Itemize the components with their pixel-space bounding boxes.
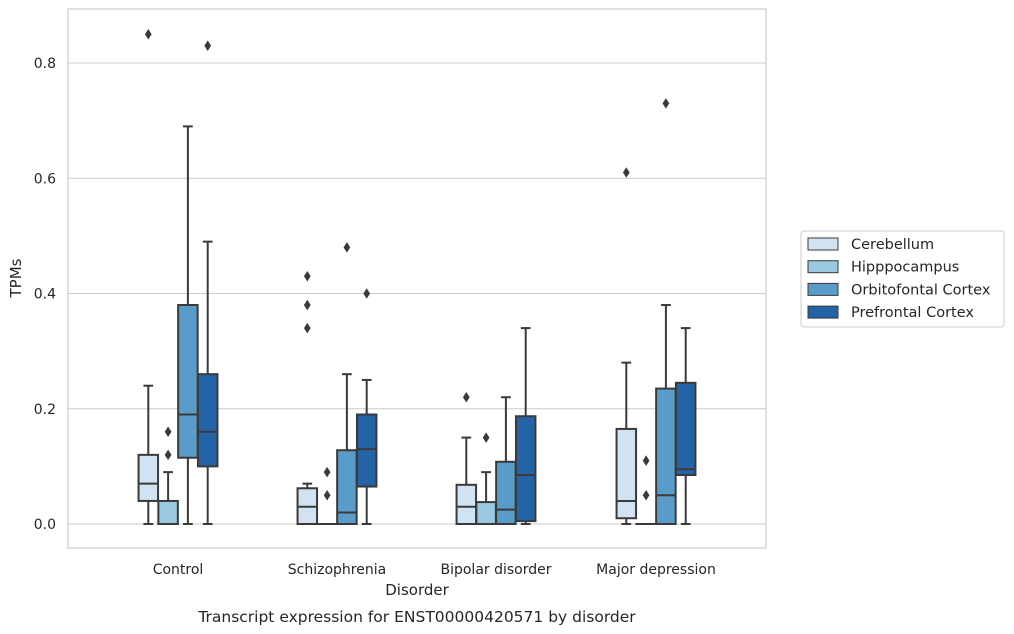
- legend-label: Orbitofontal Cortex: [851, 282, 991, 298]
- box-prefrontal-cortex: [196, 40, 219, 525]
- box-iqr: [655, 387, 677, 525]
- y-tick-label: 0.4: [34, 287, 56, 303]
- plot-frame: [67, 8, 767, 549]
- legend-swatch: [807, 260, 839, 274]
- boxes: [137, 28, 697, 526]
- box-hipppocampus: [316, 466, 338, 526]
- outlier-point: [323, 489, 331, 501]
- legend-box: [800, 230, 1005, 328]
- box-hipppocampus: [475, 432, 497, 526]
- box-orbitofontal-cortex: [336, 242, 358, 525]
- outlier-point: [662, 98, 670, 109]
- box-orbitofontal-cortex: [177, 125, 199, 525]
- legend-swatch: [807, 282, 839, 296]
- y-tick-label: 0.6: [34, 171, 56, 187]
- outlier-point: [482, 432, 490, 443]
- box-iqr: [157, 499, 179, 526]
- box-iqr: [355, 413, 378, 488]
- box-hipppocampus: [157, 426, 179, 526]
- box-iqr: [475, 501, 497, 526]
- outlier-point: [323, 466, 331, 478]
- legend-swatch: [807, 305, 839, 319]
- box-orbitofontal-cortex: [655, 98, 677, 525]
- legend-swatch: [807, 237, 839, 251]
- box-iqr: [137, 453, 160, 502]
- outlier-point: [164, 449, 172, 461]
- box-prefrontal-cortex: [355, 288, 378, 525]
- box-iqr: [674, 381, 697, 477]
- box-iqr: [615, 427, 638, 520]
- outlier-point: [642, 455, 650, 466]
- chart-caption: Transcript expression for ENST0000042057…: [197, 608, 636, 626]
- box-cerebellum: [615, 167, 638, 525]
- x-tick-label: Major depression: [596, 562, 716, 578]
- box-iqr: [455, 483, 478, 526]
- legend: Cerebellum Hipppocampus Orbitofontal Corte…: [800, 230, 1005, 328]
- box-cerebellum: [296, 270, 319, 525]
- legend-label: Hipppocampus: [851, 260, 959, 276]
- box-iqr: [177, 304, 199, 459]
- outlier-point: [303, 270, 311, 282]
- box-prefrontal-cortex: [514, 327, 537, 525]
- x-tick-label: Schizophrenia: [288, 562, 386, 578]
- x-tick-label: Bipolar disorder: [440, 562, 551, 578]
- outlier-point: [164, 426, 172, 438]
- y-tick-label: 0.0: [34, 517, 56, 533]
- box-iqr: [196, 373, 219, 468]
- x-axis-label: Disorder: [385, 581, 449, 599]
- outlier-point: [303, 299, 311, 311]
- box-iqr: [495, 460, 517, 526]
- outlier-point: [144, 28, 152, 40]
- y-tick-label: 0.2: [34, 402, 56, 418]
- box-cerebellum: [455, 391, 478, 526]
- box-prefrontal-cortex: [674, 327, 697, 525]
- box-orbitofontal-cortex: [495, 396, 517, 526]
- outlier-point: [642, 489, 650, 501]
- outlier-point: [204, 40, 212, 51]
- box-hipppocampus: [635, 455, 657, 526]
- outlier-point: [343, 242, 351, 253]
- x-tick-labels: Control Schizophrenia Bipolar disorder Majo…: [153, 562, 716, 578]
- outlier-point: [363, 288, 371, 299]
- box-iqr: [514, 415, 537, 523]
- legend-label: Prefrontal Cortex: [851, 305, 974, 321]
- box-cerebellum: [137, 28, 160, 525]
- y-tick-label: 0.8: [34, 56, 56, 72]
- outlier-point: [622, 167, 630, 178]
- outlier-point: [303, 322, 311, 334]
- legend-label: Cerebellum: [851, 237, 934, 253]
- outlier-point: [462, 391, 470, 403]
- x-tick-label: Control: [153, 562, 204, 578]
- y-axis-label: TPMs: [7, 258, 25, 298]
- y-tick-labels: 0.0 0.2 0.4 0.6 0.8: [34, 56, 56, 533]
